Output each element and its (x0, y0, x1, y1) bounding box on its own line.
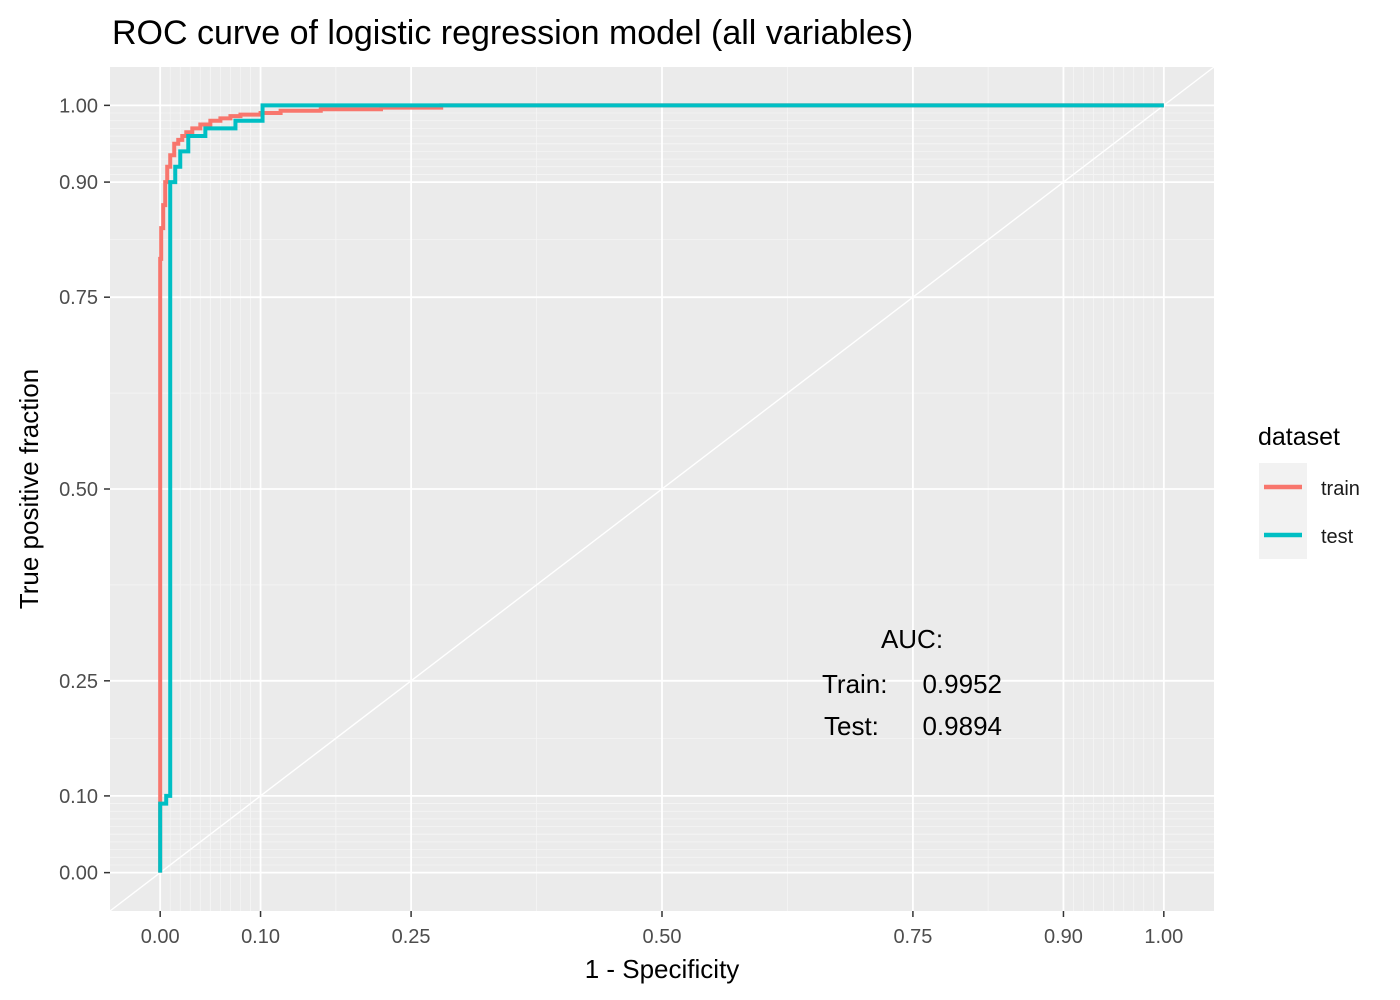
chart-title: ROC curve of logistic regression model (… (112, 14, 913, 52)
x-tick-label: 0.00 (141, 926, 180, 948)
y-tick-label: 0.25 (59, 671, 98, 693)
legend: dataset train test (1258, 423, 1360, 559)
roc-series-layer (158, 103, 1164, 873)
y-axis-title: True positive fraction (14, 369, 44, 609)
auc-train-value: 0.9952 (922, 669, 1002, 699)
x-tick-label: 0.75 (893, 926, 932, 948)
auc-train-label: Train: (822, 669, 888, 699)
x-tick-label: 0.10 (241, 926, 280, 948)
roc-line-test (158, 103, 1164, 873)
y-tick-label: 0.10 (59, 786, 98, 808)
x-axis-title: 1 - Specificity (585, 954, 740, 984)
auc-test-value: 0.9894 (922, 711, 1002, 741)
legend-label-train: train (1321, 478, 1360, 500)
legend-label-test: test (1321, 526, 1354, 548)
roc-line-train (158, 103, 1164, 873)
y-tick-label: 0.50 (59, 479, 98, 501)
diagonal-reference-line (109, 66, 1215, 912)
auc-heading: AUC: (881, 624, 943, 654)
y-tick-label: 1.00 (59, 95, 98, 117)
x-tick-label: 0.90 (1044, 926, 1083, 948)
x-axis-ticks: 0.00 0.10 0.25 0.50 0.75 0.90 1.00 (141, 911, 1183, 948)
x-tick-label: 0.50 (643, 926, 682, 948)
y-tick-label: 0.00 (59, 863, 98, 885)
y-tick-label: 0.90 (59, 172, 98, 194)
legend-title: dataset (1258, 423, 1340, 451)
x-tick-label: 0.25 (392, 926, 431, 948)
y-tick-label: 0.75 (59, 287, 98, 309)
major-gridlines (110, 67, 1214, 911)
y-axis-ticks: 0.00 0.10 0.25 0.50 0.75 0.90 1.00 (59, 95, 110, 885)
auc-test-label: Test: (824, 711, 879, 741)
x-tick-label: 1.00 (1144, 926, 1183, 948)
auc-annotation: AUC: Train: 0.9952 Test: 0.9894 (822, 624, 1002, 741)
